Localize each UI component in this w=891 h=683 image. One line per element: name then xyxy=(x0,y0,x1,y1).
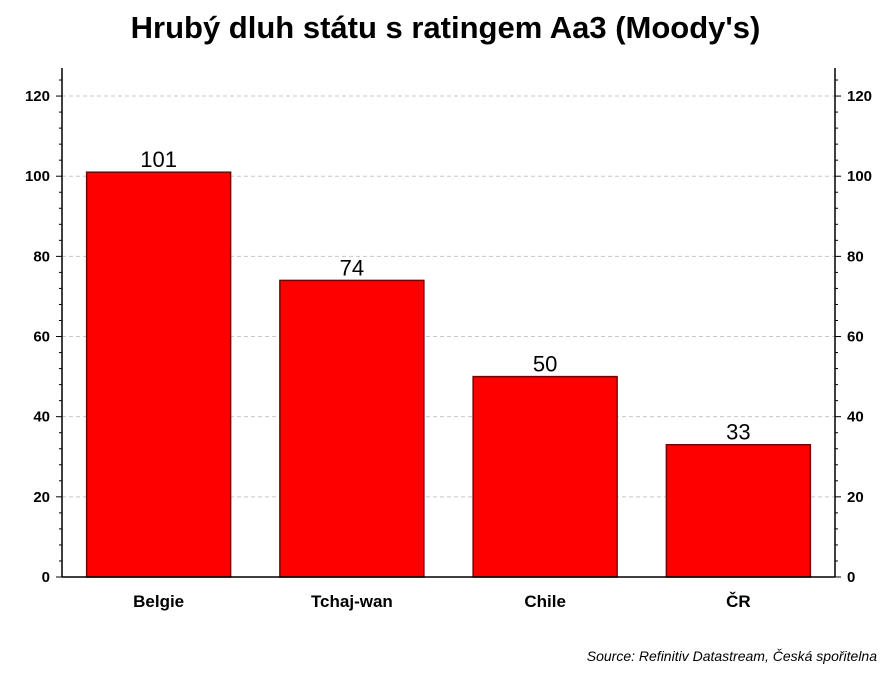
bars xyxy=(85,171,812,578)
data-label: 50 xyxy=(533,352,557,377)
labels: 101 Belgie 74 Tchaj-wan 50 Chile 33 ČR 0 20 40 60 80… xyxy=(25,88,872,611)
data-label: 74 xyxy=(340,255,364,280)
category-label: Chile xyxy=(524,592,566,611)
y-tick-label-right: 80 xyxy=(847,248,864,265)
y-tick-label-left: 100 xyxy=(25,168,50,185)
chart-title: Hrubý dluh státu s ratingem Aa3 (Moody's… xyxy=(130,10,761,45)
bar xyxy=(665,443,812,578)
y-tick-label-right: 0 xyxy=(847,569,855,586)
source-note: Source: Refinitiv Datastream, Česká spoř… xyxy=(586,648,877,664)
bar xyxy=(279,279,425,578)
y-tick-label-left: 20 xyxy=(33,489,50,506)
y-tick-label-right: 60 xyxy=(847,329,864,346)
bar xyxy=(85,171,232,578)
y-tick-label-left: 80 xyxy=(33,248,50,265)
y-tick-label-left: 0 xyxy=(42,569,50,586)
data-label: 33 xyxy=(726,420,750,445)
category-label: Tchaj-wan xyxy=(311,592,393,611)
bar xyxy=(472,375,618,578)
y-tick-label-right: 20 xyxy=(847,489,864,506)
y-tick-label-left: 40 xyxy=(33,409,50,426)
y-tick-label-left: 120 xyxy=(25,88,50,105)
data-label: 101 xyxy=(140,147,177,172)
y-tick-label-right: 40 xyxy=(847,409,864,426)
y-tick-label-left: 60 xyxy=(33,329,50,346)
y-tick-label-right: 120 xyxy=(847,88,872,105)
y-tick-label-right: 100 xyxy=(847,168,872,185)
category-label: Belgie xyxy=(133,592,184,611)
axes xyxy=(56,68,841,578)
category-label: ČR xyxy=(726,592,751,611)
